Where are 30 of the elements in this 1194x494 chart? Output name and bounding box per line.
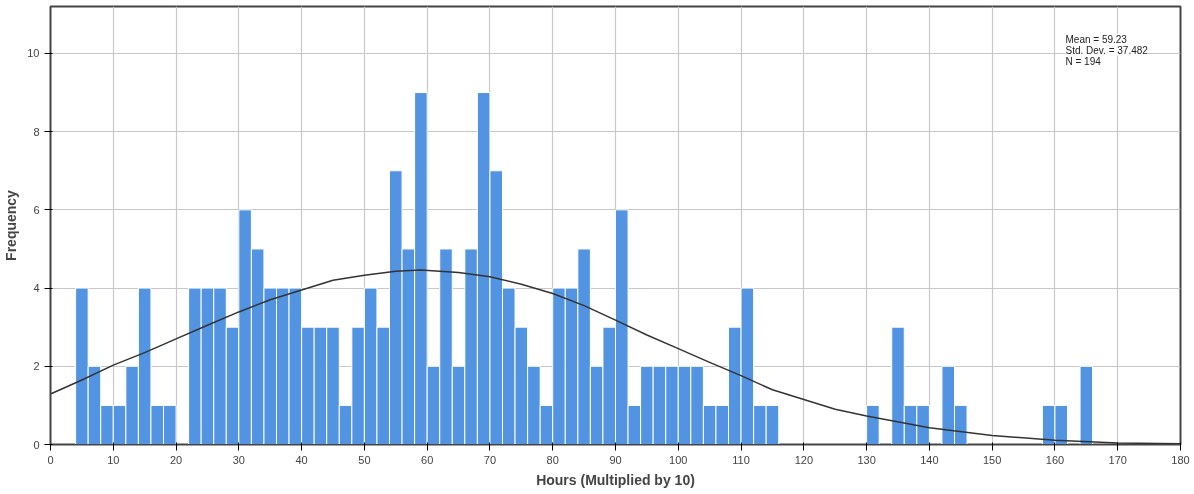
x-tick-label: 90 xyxy=(609,453,622,466)
x-tick-label: 80 xyxy=(546,453,559,466)
x-tick-label: 60 xyxy=(421,453,434,466)
x-tick-label: 0 xyxy=(47,453,54,466)
x-tick-label: 140 xyxy=(920,453,939,466)
x-tick-label: 130 xyxy=(857,453,876,466)
y-tick-label: 6 xyxy=(33,203,40,216)
x-tick-label: 110 xyxy=(732,453,750,466)
x-tick-label: 170 xyxy=(1108,453,1127,466)
x-tick-label: 160 xyxy=(1045,453,1065,466)
annotation: N = 194 xyxy=(1065,55,1102,67)
x-tick-label: 40 xyxy=(295,453,308,466)
x-tick-label: 120 xyxy=(794,453,814,466)
x-tick-label: 100 xyxy=(669,453,688,466)
x-tick-label: 10 xyxy=(107,453,120,466)
annotation: Std. Dev. = 37.482 xyxy=(1065,44,1149,56)
annotation: Mean = 59.23 xyxy=(1065,33,1128,45)
x-tick-label: 70 xyxy=(483,453,497,466)
x-tick-label: 30 xyxy=(232,453,245,466)
x-tick-label: 20 xyxy=(169,453,183,466)
x-tick-label: 180 xyxy=(1171,453,1190,466)
y-tick-label: 8 xyxy=(33,125,40,138)
y-tick-label: 10 xyxy=(27,47,40,60)
x-axis-title: Hours (Multiplied by 10) xyxy=(536,471,695,488)
y-axis-title: Frequency xyxy=(3,189,20,261)
y-tick-label: 4 xyxy=(33,282,40,295)
y-tick-label: 0 xyxy=(33,438,40,451)
x-tick-label: 50 xyxy=(358,453,371,466)
x-tick-label: 150 xyxy=(982,453,1002,466)
y-tick-label: 2 xyxy=(33,360,40,373)
